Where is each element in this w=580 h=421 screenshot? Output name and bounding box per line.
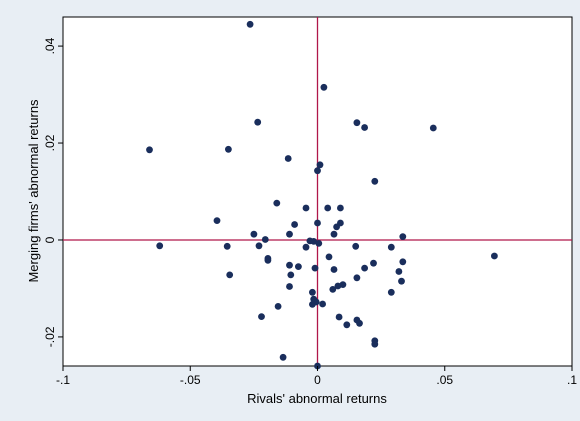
data-point-49 [398,277,405,285]
data-point-22 [286,230,293,238]
data-point-8 [284,155,292,162]
data-point-43 [330,266,338,273]
data-point-64 [343,321,351,329]
data-point-30 [223,242,231,250]
x-tick-label-2: 0 [314,373,321,387]
data-point-27 [310,238,318,245]
y-tick-label-3: .04 [43,37,57,54]
data-point-21 [250,230,258,238]
y-tick-label-1: 0 [43,236,57,243]
data-point-11 [371,177,379,185]
data-point-59 [319,300,326,308]
data-point-32 [302,243,310,251]
data-point-34 [387,243,395,251]
data-point-13 [302,204,310,212]
data-point-51 [334,282,342,290]
data-point-33 [352,242,360,250]
data-point-54 [387,288,395,296]
data-point-7 [225,145,232,153]
y-axis-title: Merging firms' abnormal returns [26,99,41,283]
data-point-2 [254,118,262,126]
data-point-24 [399,233,407,241]
data-points [146,20,498,370]
x-tick-label-3: .05 [436,373,453,387]
x-axis-title: Rivals' abnormal returns [247,391,387,406]
data-point-29 [156,242,164,250]
data-point-35 [325,253,333,261]
data-point-1 [320,83,328,91]
data-point-25 [261,236,269,243]
data-point-28 [315,240,323,247]
data-point-10 [314,167,321,175]
data-point-41 [295,263,302,270]
data-point-60 [274,303,282,310]
data-point-70 [491,252,498,260]
data-point-14 [324,204,332,212]
data-point-5 [429,124,437,132]
data-point-9 [316,161,324,169]
data-point-61 [335,313,343,321]
data-point-12 [273,199,281,207]
data-point-39 [399,258,407,266]
data-point-16 [213,217,221,225]
data-point-68 [279,353,287,361]
x-axis: -.1 -.05 0 .05 .1 [56,366,577,387]
y-axis: -.02 0 .02 .04 [43,37,63,347]
data-point-47 [287,271,295,279]
data-point-0 [246,20,254,28]
x-tick-label-0: -.1 [56,373,70,387]
data-point-52 [286,283,293,290]
data-point-42 [311,264,319,272]
data-point-38 [370,259,377,267]
data-point-4 [361,124,368,131]
data-point-65 [258,313,265,320]
data-point-48 [353,274,361,282]
data-point-67 [371,340,379,348]
data-point-23 [330,230,338,238]
data-point-40 [286,261,293,269]
data-point-31 [255,242,263,250]
data-point-20 [333,223,340,231]
data-point-3 [353,119,361,127]
x-tick-label-4: .1 [567,373,577,387]
data-point-63 [356,319,363,327]
data-point-18 [314,219,321,227]
data-point-17 [291,221,298,228]
x-tick-label-1: -.05 [180,373,201,387]
reference-lines [63,17,572,366]
data-point-58 [309,301,316,308]
data-point-37 [264,255,272,262]
data-point-6 [146,146,153,154]
data-point-15 [337,204,344,212]
data-point-46 [226,271,234,279]
y-tick-label-2: .02 [43,134,57,151]
y-tick-label-0: -.02 [43,326,57,347]
data-point-44 [361,264,368,272]
data-point-45 [395,268,403,275]
data-point-53 [329,286,337,293]
data-point-55 [309,288,316,296]
